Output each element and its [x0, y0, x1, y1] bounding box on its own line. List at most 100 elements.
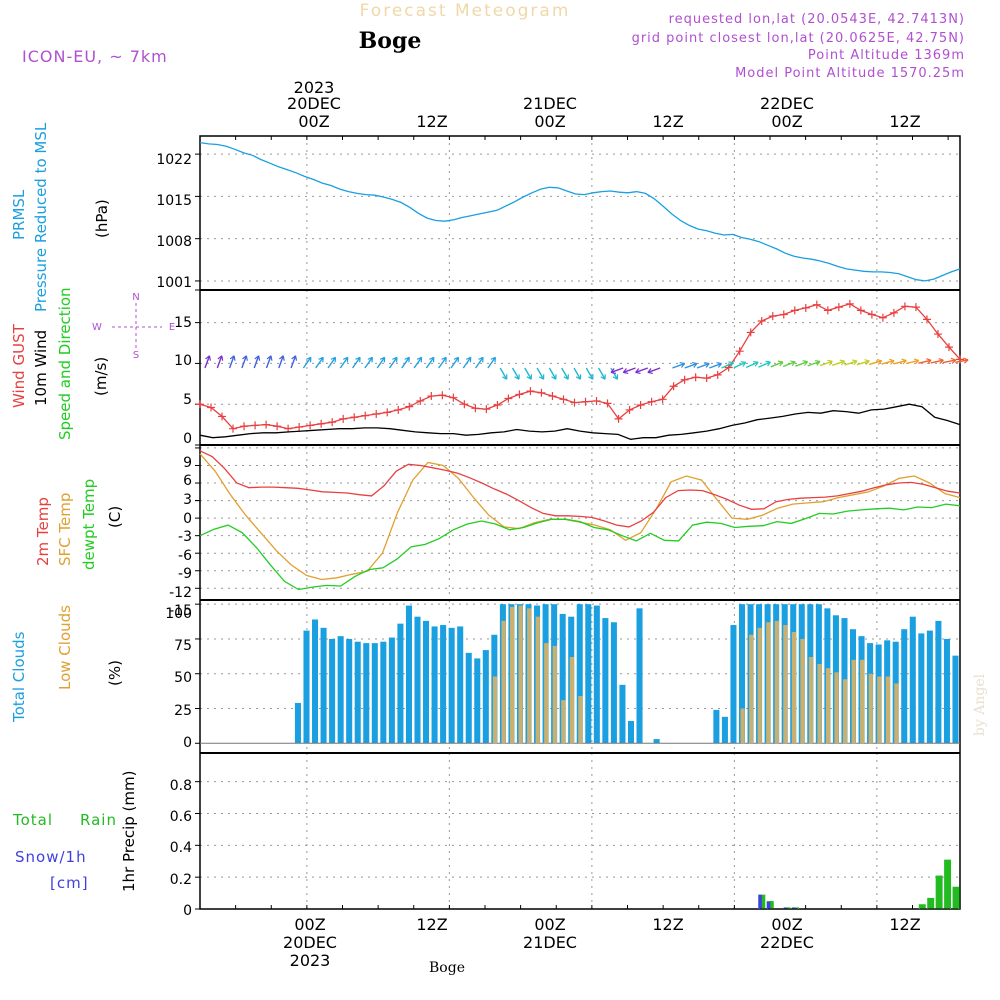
- wind-arrow: [684, 362, 698, 369]
- precip-tick: 0.4: [170, 840, 192, 856]
- clouds-tick: 100: [165, 606, 192, 622]
- wind-arrow-head: [790, 360, 796, 367]
- low-cloud-bar: [552, 645, 557, 744]
- wind-arrow: [832, 360, 845, 366]
- total-cloud-bar: [337, 636, 344, 744]
- wind-arrow: [918, 359, 932, 364]
- gust-marker: [757, 317, 766, 325]
- wind-arrow-head: [575, 374, 582, 380]
- compass-rose-icon: N S W E: [92, 292, 175, 361]
- wind-arrow: [450, 356, 460, 369]
- temp-tick: -12: [169, 585, 192, 601]
- gust-marker: [548, 392, 557, 401]
- wind-arrow-head: [814, 359, 821, 366]
- wind-arrow-head: [242, 355, 248, 361]
- top-tick-label-3: 00Z: [534, 112, 565, 131]
- wind-arrow: [647, 367, 661, 374]
- total-cloud-bar: [721, 716, 728, 744]
- wind-arrow: [942, 359, 956, 364]
- wind-arrow: [893, 359, 907, 365]
- gust-marker: [218, 412, 227, 421]
- wind-arrow-head: [612, 374, 619, 380]
- wind-arrow: [721, 361, 734, 369]
- low-cloud-bar: [569, 657, 575, 744]
- low-cloud-bar: [766, 622, 771, 744]
- low-cloud-bar: [501, 620, 506, 744]
- total-cloud-bar: [388, 637, 395, 744]
- wind-arrow-head: [266, 355, 273, 361]
- rain-bar: [944, 859, 952, 909]
- wind-arrow-head: [429, 356, 435, 363]
- total-cloud-bar: [713, 709, 720, 744]
- gust-marker: [416, 396, 425, 405]
- wind-arrow-head: [441, 356, 447, 363]
- wind-arrow: [253, 355, 260, 369]
- gust-marker: [790, 306, 799, 315]
- gust-marker: [922, 315, 931, 324]
- low-cloud-bar: [527, 608, 532, 744]
- temp-tick: -15: [169, 603, 192, 619]
- top-tick-label-5: 00Z: [771, 112, 802, 131]
- grid-point-coords: grid point closest lon,lat (20.0625E, 42…: [632, 31, 965, 46]
- gust-marker: [251, 421, 260, 430]
- wind-tick: 15: [174, 315, 192, 331]
- bottom-tick-label-3: 00Z: [534, 915, 565, 934]
- wind-arrow-head: [551, 374, 557, 380]
- pressure-line: [199, 141, 961, 282]
- wind-arrow-head: [563, 374, 569, 380]
- wind-arrow: [204, 355, 211, 369]
- wind-arrow: [930, 359, 944, 364]
- total-cloud-bar: [405, 605, 412, 744]
- top-date-2: 21DEC: [523, 94, 577, 113]
- wind-arrow: [807, 360, 821, 367]
- total-cloud-bar: [559, 613, 566, 744]
- total-cloud-bar: [354, 641, 361, 744]
- pressure-tick: 1001: [156, 275, 192, 291]
- bottom-year: 2023: [290, 951, 331, 970]
- total-cloud-bar: [423, 620, 430, 744]
- gust-marker: [647, 397, 656, 406]
- clouds-tick: 75: [174, 638, 192, 654]
- compass-north: N: [132, 292, 139, 303]
- total-cloud-bar: [952, 655, 959, 744]
- wind-arrow-head: [588, 374, 594, 380]
- gust-marker: [603, 399, 612, 408]
- wind-arrow-head: [802, 360, 809, 366]
- precip-tick: 0: [183, 903, 192, 919]
- temp-tick: -3: [178, 529, 192, 545]
- wind-arrow-head: [306, 356, 312, 363]
- total-cloud-bar: [610, 622, 617, 744]
- gust-marker: [812, 300, 821, 309]
- wind-arrow-head: [217, 355, 224, 361]
- rain-bar: [935, 875, 943, 909]
- low-cloud-bar: [800, 638, 805, 744]
- temp-tick: 9: [183, 455, 192, 471]
- clouds-tick: 50: [174, 670, 192, 686]
- wind-arrow-head: [404, 356, 410, 363]
- total-cloud-bar: [653, 739, 660, 744]
- wind-arrow-head: [355, 356, 361, 363]
- wind-arrow: [388, 356, 398, 369]
- bottom-tick-label-1: 00Z: [294, 915, 325, 934]
- total-cloud-bar: [909, 616, 916, 744]
- bottom-date-2: 21DEC: [523, 933, 577, 952]
- wind-arrow: [585, 367, 594, 380]
- wind-arrow-head: [864, 359, 870, 366]
- wind-arrow: [228, 355, 235, 369]
- precip-tick: 0.8: [170, 778, 192, 794]
- wind-arrow-head: [622, 368, 629, 374]
- gust-marker: [526, 387, 535, 396]
- temp-tick: -6: [178, 548, 192, 564]
- wind-arrow: [610, 367, 624, 374]
- wind-arrow-head: [600, 374, 606, 380]
- low-cloud-bar: [851, 659, 856, 744]
- gust-marker: [229, 424, 238, 433]
- wind-arrow-head: [502, 374, 508, 380]
- total-cloud-bar: [380, 641, 387, 744]
- gust-marker: [515, 390, 524, 399]
- wind-arrow-head: [963, 357, 969, 364]
- temp-tick: 0: [183, 511, 192, 527]
- top-tick-label-2: 12Z: [416, 112, 447, 131]
- pressure-tick: 1008: [156, 234, 192, 250]
